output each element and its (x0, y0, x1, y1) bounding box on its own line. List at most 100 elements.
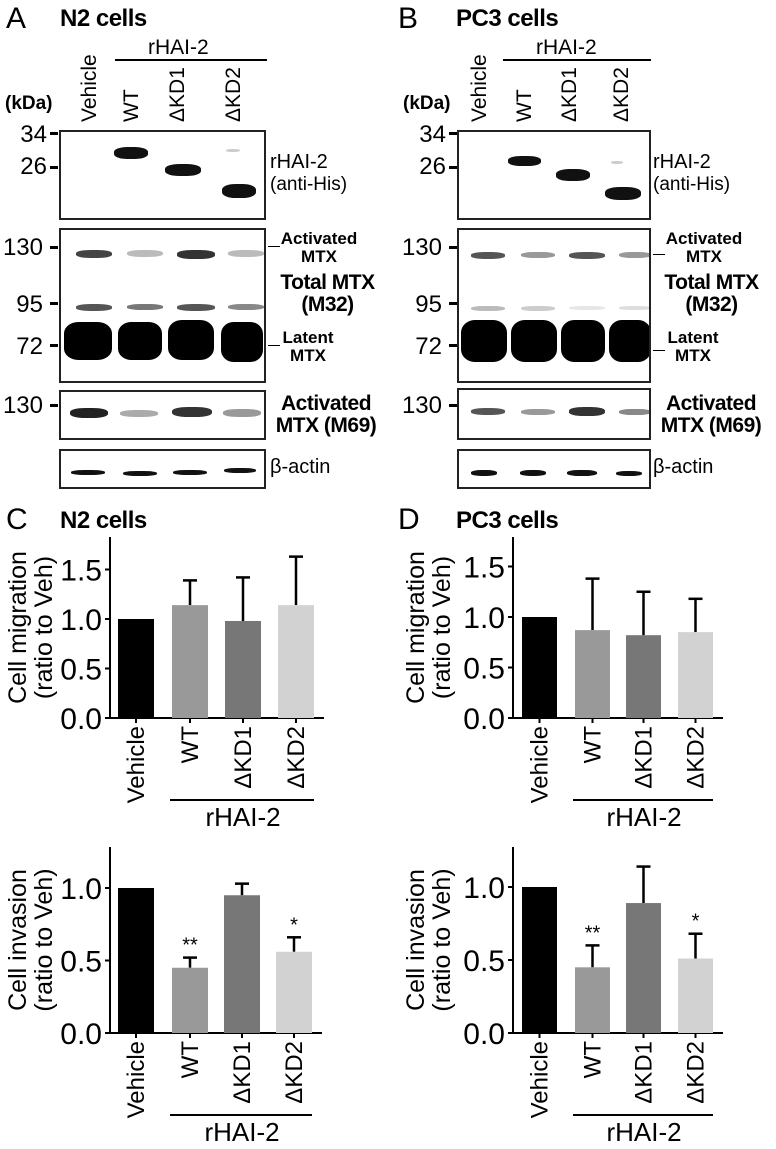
label-line: (M32) (685, 293, 738, 317)
y-axis-label-line: Cell migration (4, 551, 32, 704)
lane-label-vehicle: Vehicle (78, 54, 101, 122)
band (569, 306, 605, 310)
marker-tick (50, 404, 58, 407)
band (70, 408, 108, 418)
label-line: Total MTX (280, 271, 375, 294)
band (228, 304, 264, 310)
label-line: (M32) (301, 293, 354, 317)
band (120, 410, 158, 417)
label-line: MTX (M69) (660, 414, 762, 438)
label-line: Activated (280, 229, 358, 248)
category-label-text: Vehicle (123, 1041, 150, 1118)
band (127, 250, 163, 257)
category-label-text: ΔKD1 (631, 726, 658, 789)
band (521, 306, 555, 311)
category-label: WT (177, 726, 204, 764)
chart-d-invasion: Cell invasion(ratio to Veh)0.0 0.5 1.0 Vehi… (402, 847, 723, 1147)
label-activated-mtx: Activated MTX (278, 230, 360, 266)
label-line: MTX (301, 246, 337, 266)
category-label-text: ΔKD2 (283, 726, 310, 789)
category-label: Vehicle (527, 726, 554, 803)
band (471, 252, 505, 259)
lane-label-vehicle: Vehicle (468, 54, 491, 122)
band (224, 468, 256, 473)
category-label: ΔKD2 (683, 726, 710, 789)
lane-label-kd1: ΔKD1 (558, 67, 581, 122)
band (114, 147, 148, 159)
panel-letter-d: D (398, 503, 420, 536)
label-total-mtx: Total MTX (M32) (654, 271, 769, 317)
band (508, 156, 541, 166)
y-axis-label: Cell migration(ratio to Veh) (402, 551, 456, 704)
label-line: MTX (675, 345, 711, 365)
arrow-activated (268, 246, 280, 247)
arrow-latent (268, 345, 280, 346)
bar-dkd1 (626, 635, 661, 718)
band (471, 306, 505, 311)
band (177, 304, 215, 311)
label-line: Latent (282, 328, 334, 347)
marker-tick (50, 246, 58, 249)
marker-72: 72 (415, 333, 442, 360)
label-activated-mtx: Activated MTX (663, 230, 745, 266)
marker-tick (449, 344, 457, 347)
marker-tick (50, 344, 58, 347)
group-line (115, 59, 267, 61)
category-label-text: Vehicle (527, 726, 554, 803)
lane-label-wt: WT (120, 89, 143, 122)
category-label: WT (177, 1041, 204, 1079)
bar-vehicle (522, 887, 557, 1033)
category-label-text: WT (177, 726, 204, 764)
y-tick-label: 0.5 (60, 946, 102, 979)
y-axis-label-line: Cell migration (402, 551, 430, 704)
lane-label-kd2: ΔKD2 (222, 67, 245, 122)
marker-34: 34 (20, 121, 47, 148)
band (71, 470, 105, 475)
band (165, 164, 201, 176)
blot-total-mtx (457, 228, 651, 383)
marker-tick (50, 302, 58, 305)
label-line: Total MTX (664, 271, 759, 294)
y-axis-label: Cell invasion(ratio to Veh) (402, 868, 456, 1011)
band (569, 407, 605, 416)
chart-c-invasion: Cell invasion(ratio to Veh)0.0 0.5 1.0 Vehi… (4, 847, 322, 1147)
category-label-text: ΔKD1 (229, 1041, 256, 1104)
significance-marker: * (290, 914, 298, 936)
marker-130: 130 (401, 392, 442, 419)
band (127, 304, 163, 310)
marker-130: 130 (2, 392, 43, 419)
marker-tick (449, 166, 457, 169)
category-label-text: ΔKD1 (230, 726, 257, 789)
label-anti-his: (anti-His) (653, 174, 731, 195)
marker-130: 130 (401, 234, 442, 261)
category-label: WT (580, 1041, 607, 1079)
significance-marker: ** (585, 922, 601, 944)
panel-a: A N2 cells Vehicle rHAI-2 WT ΔKD1 ΔKD2 (… (0, 0, 388, 500)
marker-tick (50, 166, 58, 169)
band (471, 408, 505, 415)
band (168, 320, 214, 360)
arrow-activated (653, 254, 665, 255)
category-label: Vehicle (527, 1041, 554, 1118)
band (172, 407, 212, 417)
lane-label-wt: WT (513, 89, 536, 122)
panel-title-d: PC3 cells (456, 507, 559, 534)
band (561, 320, 605, 362)
bar-vehicle (522, 617, 557, 718)
band (123, 471, 157, 476)
band (569, 252, 605, 259)
band (64, 322, 112, 360)
y-tick-label: 1.0 (463, 872, 505, 905)
label-line: MTX (290, 345, 326, 365)
group-label: rHAI-2 (606, 1117, 681, 1147)
marker-26: 26 (20, 153, 47, 180)
bar-dkd1 (224, 895, 260, 1033)
panel-b: B PC3 cells Vehicle rHAI-2 WT ΔKD1 ΔKD2 … (388, 0, 776, 500)
label-total-mtx: Total MTX (M32) (270, 271, 385, 317)
blot-activated-m69 (59, 390, 266, 440)
significance-marker: ** (182, 935, 198, 957)
category-label-text: ΔKD1 (631, 1041, 658, 1104)
category-label-text: Vehicle (527, 1041, 554, 1118)
y-tick-label: 1.5 (60, 555, 102, 588)
band (619, 252, 649, 258)
